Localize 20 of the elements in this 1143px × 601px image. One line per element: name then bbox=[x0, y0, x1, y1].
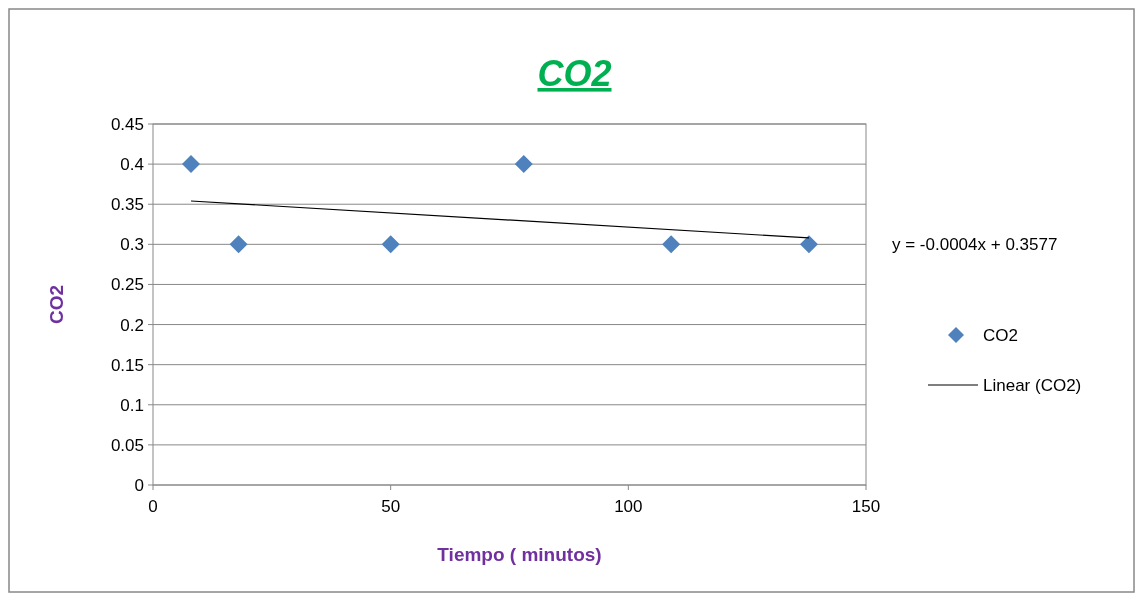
x-tick-label: 0 bbox=[148, 497, 158, 516]
legend-label: Linear (CO2) bbox=[983, 375, 1082, 395]
y-tick-label: 0.45 bbox=[110, 114, 144, 134]
y-tick-label: 0.25 bbox=[110, 275, 144, 295]
y-tick-label: 0.35 bbox=[110, 195, 144, 215]
y-tick-label: 0.3 bbox=[120, 235, 144, 255]
x-tick-label: 100 bbox=[614, 497, 643, 516]
chart-title: CO2 bbox=[537, 53, 612, 94]
x-axis-title: Tiempo ( minutos) bbox=[437, 544, 602, 565]
y-tick-label: 0 bbox=[134, 475, 144, 495]
y-tick-label: 0.05 bbox=[110, 435, 144, 455]
text: y = -0.0004x + 0.3577 bbox=[892, 234, 1058, 254]
y-tick-label: 0.2 bbox=[120, 315, 144, 335]
x-tick-label: 150 bbox=[851, 497, 881, 516]
x-tick-label: 50 bbox=[381, 497, 401, 516]
y-axis-title: CO2 bbox=[46, 284, 67, 325]
y-tick-label: 0.1 bbox=[120, 395, 144, 415]
y-tick-label: 0.15 bbox=[110, 355, 144, 375]
y-tick-label: 0.4 bbox=[120, 155, 144, 175]
legend-label: CO2 bbox=[983, 325, 1018, 345]
